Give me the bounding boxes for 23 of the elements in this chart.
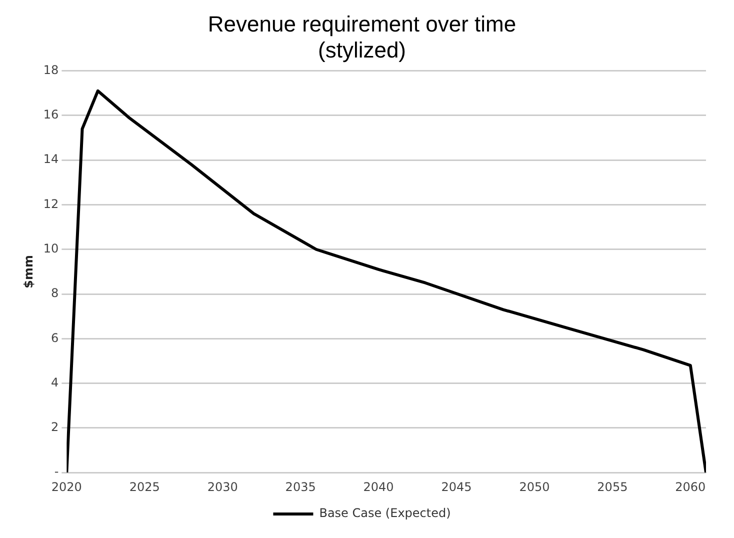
y-tick-label: 2 bbox=[51, 420, 59, 434]
x-tick-label: 2030 bbox=[207, 480, 238, 494]
y-tick-label: 18 bbox=[43, 62, 59, 77]
x-tick-label: 2060 bbox=[675, 480, 706, 494]
text: (stylized) bbox=[318, 38, 406, 63]
x-tick-label: 2040 bbox=[363, 480, 394, 494]
x-tick-label: 2035 bbox=[285, 480, 316, 494]
y-tick-label: - bbox=[54, 464, 59, 479]
x-tick-label: 2055 bbox=[597, 480, 628, 494]
x-tick-label: 2050 bbox=[519, 480, 550, 494]
y-tick-label: 6 bbox=[51, 330, 59, 345]
y-tick-label: 4 bbox=[51, 375, 59, 390]
x-tick-label: 2025 bbox=[129, 480, 160, 494]
y-tick-label: 16 bbox=[43, 108, 59, 122]
y-axis-title: $mm bbox=[21, 255, 36, 288]
legend-label: Base Case (Expected) bbox=[319, 506, 451, 520]
x-tick-label: 2045 bbox=[441, 480, 472, 494]
y-tick-label: 14 bbox=[43, 152, 59, 166]
y-tick-label: 12 bbox=[43, 196, 59, 211]
y-tick-label: 8 bbox=[51, 286, 59, 300]
x-tick-label: 2020 bbox=[51, 480, 82, 494]
text: Revenue requirement over time bbox=[208, 11, 516, 36]
y-tick-label: 10 bbox=[43, 242, 59, 256]
